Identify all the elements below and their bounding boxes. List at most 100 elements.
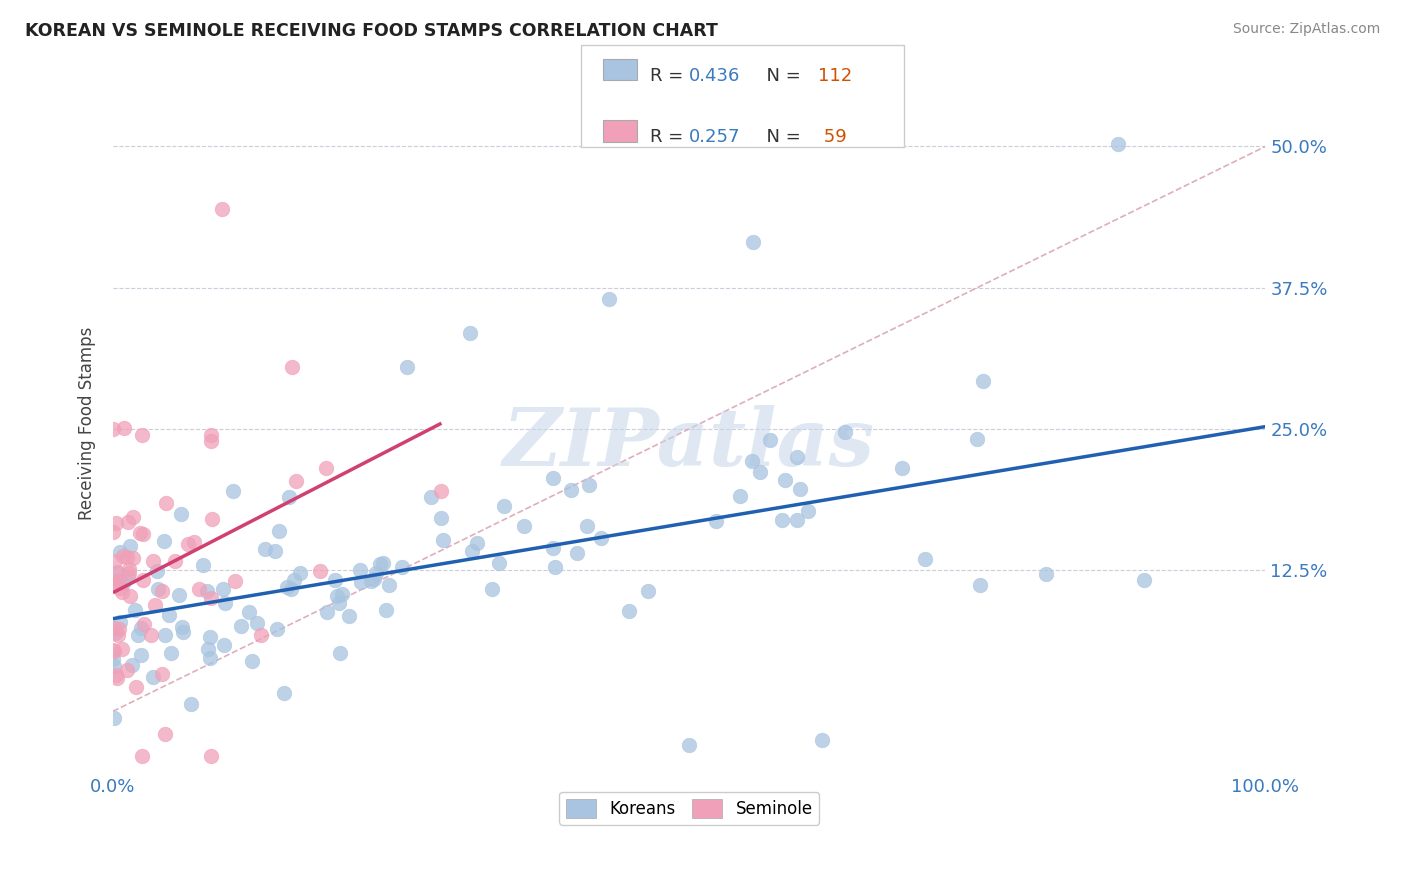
Point [127, 628, 149, 642]
Point [797, 504, 820, 518]
Point [254, 542, 277, 557]
Point [108, 574, 131, 588]
Point [224, 574, 246, 589]
Point [111, 642, 134, 657]
Point [246, 615, 269, 630]
Text: Source: ZipAtlas.com: Source: ZipAtlas.com [1233, 22, 1381, 37]
Point [494, 499, 516, 513]
Point [276, 580, 298, 594]
Point [789, 482, 811, 496]
Point [108, 615, 131, 630]
Point [249, 627, 271, 641]
Text: R =: R = [650, 67, 689, 85]
Point [105, 671, 128, 685]
Point [488, 556, 510, 570]
Point [337, 609, 360, 624]
Point [269, 524, 291, 538]
Point [212, 638, 235, 652]
Point [104, 668, 127, 682]
Point [104, 577, 127, 591]
Text: R =: R = [650, 128, 689, 146]
Point [183, 535, 205, 549]
Point [1035, 567, 1057, 582]
Point [758, 434, 780, 448]
Point [214, 596, 236, 610]
Point [132, 573, 155, 587]
Point [391, 559, 413, 574]
Point [263, 543, 285, 558]
Point [363, 572, 385, 586]
Point [132, 527, 155, 541]
Point [139, 628, 162, 642]
Point [180, 697, 202, 711]
Point [117, 516, 139, 530]
Point [101, 524, 124, 539]
Point [419, 490, 441, 504]
Point [152, 533, 174, 548]
Point [155, 496, 177, 510]
Point [329, 646, 352, 660]
Point [222, 484, 245, 499]
Point [458, 326, 481, 340]
Point [211, 202, 233, 216]
Point [330, 587, 353, 601]
Point [741, 454, 763, 468]
Point [328, 596, 350, 610]
Point [481, 582, 503, 596]
Point [198, 651, 221, 665]
Point [200, 591, 222, 605]
Point [240, 654, 263, 668]
Point [115, 663, 138, 677]
Point [432, 533, 454, 548]
Point [349, 563, 371, 577]
Point [107, 628, 129, 642]
Point [395, 359, 418, 374]
Point [108, 545, 131, 559]
Point [914, 551, 936, 566]
Point [167, 588, 190, 602]
Text: ZIPatlas: ZIPatlas [503, 406, 876, 483]
Point [129, 648, 152, 662]
Point [280, 359, 302, 374]
Point [231, 618, 253, 632]
Text: N =: N = [755, 128, 807, 146]
Point [749, 466, 772, 480]
Point [460, 544, 482, 558]
Point [513, 519, 536, 533]
Point [430, 483, 453, 498]
Point [541, 471, 564, 485]
Point [121, 658, 143, 673]
Point [118, 539, 141, 553]
Point [172, 625, 194, 640]
Point [567, 546, 589, 560]
Point [112, 576, 135, 591]
Point [111, 549, 134, 563]
Point [103, 710, 125, 724]
Point [103, 644, 125, 658]
Point [104, 554, 127, 568]
Point [290, 566, 312, 581]
Point [165, 554, 187, 568]
Point [120, 589, 142, 603]
Point [107, 566, 129, 581]
Point [198, 631, 221, 645]
Point [637, 584, 659, 599]
Point [678, 738, 700, 752]
Point [834, 425, 856, 440]
Text: N =: N = [755, 67, 807, 85]
Point [350, 574, 373, 589]
Point [360, 574, 382, 589]
Point [775, 474, 797, 488]
Point [129, 621, 152, 635]
Point [122, 550, 145, 565]
Point [371, 556, 394, 570]
Point [117, 569, 139, 583]
Text: 59: 59 [818, 128, 846, 146]
Point [197, 642, 219, 657]
Point [200, 427, 222, 442]
Point [266, 622, 288, 636]
Point [541, 541, 564, 555]
Point [160, 646, 183, 660]
Point [112, 421, 135, 435]
Point [741, 235, 763, 250]
